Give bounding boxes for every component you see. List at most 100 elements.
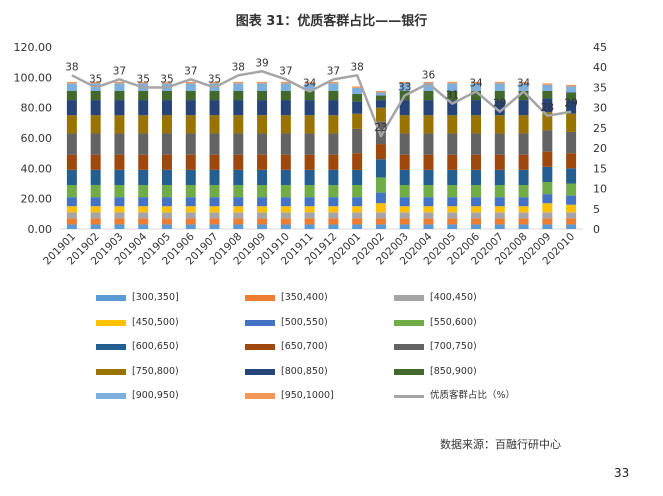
bar-segment bbox=[257, 133, 268, 155]
bar-segment bbox=[518, 224, 529, 229]
chart-area: 0.00 20.00 40.00 60.00 80.00 100.00 120.00 0 5 10… bbox=[14, 41, 608, 267]
legend-label: [500,550) bbox=[281, 316, 328, 328]
bar-segment bbox=[161, 185, 172, 198]
bar-segment bbox=[423, 169, 434, 186]
bar-segment bbox=[304, 115, 315, 134]
bar-segment bbox=[471, 133, 482, 155]
bar-segment bbox=[161, 212, 172, 219]
bar-segment bbox=[209, 218, 220, 225]
bar-segment bbox=[233, 185, 244, 198]
bar-segment bbox=[209, 197, 220, 207]
bar-segment bbox=[185, 197, 196, 207]
bar-segment bbox=[114, 185, 125, 198]
bar-segment bbox=[185, 218, 196, 225]
bar-segment bbox=[399, 83, 410, 91]
bar-segment bbox=[304, 81, 315, 84]
bar-segment bbox=[423, 218, 434, 225]
bar-segment bbox=[423, 212, 434, 219]
bar-segment bbox=[161, 206, 172, 213]
bar-segment bbox=[233, 154, 244, 170]
y-left-tick-label: 0.00 bbox=[28, 223, 53, 236]
line-data-label: 37 bbox=[327, 65, 340, 77]
bar-segment bbox=[447, 218, 458, 225]
bar-segment bbox=[542, 166, 553, 182]
bar-segment bbox=[114, 206, 125, 213]
bar-segment bbox=[399, 133, 410, 155]
line-data-label: 31 bbox=[446, 90, 459, 102]
bar-segment bbox=[542, 83, 553, 85]
bar-segment bbox=[352, 153, 363, 170]
bar-segment bbox=[114, 133, 125, 155]
bar-segment bbox=[257, 83, 268, 91]
bar-segment bbox=[304, 90, 315, 101]
bar-segment bbox=[66, 90, 77, 101]
bar-segment bbox=[542, 218, 553, 225]
bar-segment bbox=[447, 169, 458, 186]
bar-segment bbox=[328, 197, 339, 207]
bar-segment bbox=[542, 212, 553, 219]
bar-segment bbox=[471, 100, 482, 116]
bar-segment bbox=[375, 100, 386, 108]
bar-segment bbox=[90, 185, 101, 198]
bar-segment bbox=[447, 90, 458, 101]
bar-segment bbox=[423, 115, 434, 134]
legend-label: [950,1000] bbox=[281, 390, 334, 401]
bar-segment bbox=[494, 212, 505, 219]
bar-segment bbox=[518, 83, 529, 91]
bar-segment bbox=[185, 224, 196, 229]
bar-segment bbox=[328, 83, 339, 91]
bar-segment bbox=[185, 100, 196, 116]
bar-segment bbox=[518, 100, 529, 116]
bar-segment bbox=[375, 224, 386, 229]
line-data-label: 34 bbox=[469, 77, 483, 89]
bar-segment bbox=[257, 100, 268, 116]
bar-segment bbox=[518, 212, 529, 219]
bar-segment bbox=[375, 90, 386, 93]
bar-segment bbox=[114, 169, 125, 186]
legend-label: [300,350] bbox=[132, 292, 179, 303]
y-right-tick-label: 5 bbox=[593, 203, 600, 216]
bar-segment bbox=[66, 133, 77, 155]
bar-segment bbox=[328, 169, 339, 186]
bar-segment bbox=[66, 224, 77, 229]
legend-swatch bbox=[394, 344, 424, 350]
legend-swatch bbox=[394, 295, 424, 301]
bar-segment bbox=[375, 107, 386, 122]
y-right-tick-label: 30 bbox=[593, 102, 607, 115]
bar-segment bbox=[257, 197, 268, 207]
bar-segment bbox=[566, 212, 577, 219]
legend-swatch bbox=[96, 319, 126, 326]
bar-segment bbox=[257, 169, 268, 186]
line-data-label: 38 bbox=[65, 61, 78, 73]
bar-segment bbox=[90, 100, 101, 116]
bar-segment bbox=[209, 81, 220, 84]
bar-segment bbox=[352, 224, 363, 229]
bar-segment bbox=[494, 83, 505, 91]
line-data-label: 35 bbox=[137, 73, 150, 85]
bar-segment bbox=[257, 224, 268, 229]
bar-segment bbox=[518, 81, 529, 84]
bar-segment bbox=[90, 115, 101, 134]
bar-segment bbox=[328, 212, 339, 219]
bar-segment bbox=[423, 90, 434, 101]
line-data-label: 37 bbox=[279, 65, 292, 77]
line-data-label: 28 bbox=[541, 102, 554, 114]
bar-segment bbox=[352, 185, 363, 198]
legend-swatch bbox=[245, 319, 275, 326]
bar-segment bbox=[352, 94, 363, 102]
y-left-tick-label: 120.00 bbox=[14, 41, 53, 54]
page-number: 33 bbox=[614, 466, 630, 480]
bar-segment bbox=[66, 206, 77, 213]
bar-segment bbox=[518, 206, 529, 213]
bar-segment bbox=[471, 154, 482, 170]
bar-segment bbox=[114, 224, 125, 229]
bar-segment bbox=[161, 115, 172, 134]
bar-segment bbox=[138, 206, 149, 213]
bar-segment bbox=[423, 100, 434, 116]
bar-segment bbox=[280, 115, 291, 134]
bar-segment bbox=[90, 169, 101, 186]
bar-segment bbox=[138, 185, 149, 198]
bar-segment bbox=[399, 81, 410, 84]
bar-segment bbox=[114, 115, 125, 134]
bar-segment bbox=[280, 206, 291, 213]
